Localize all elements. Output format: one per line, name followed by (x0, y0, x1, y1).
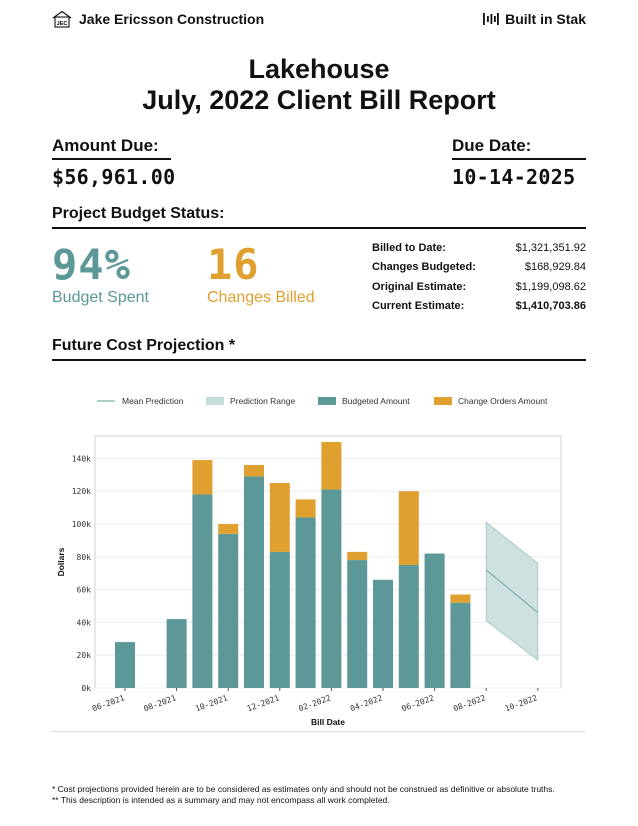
y-tick-label: 40k (77, 618, 92, 627)
summary-label: Billed to Date: (372, 241, 446, 254)
x-tick-label: 10-2022 (504, 693, 539, 713)
change-orders-bar (450, 594, 471, 603)
change-orders-bar (321, 442, 342, 490)
summary-value: $168,929.84 (524, 261, 586, 274)
summary-label: Current Estimate: (372, 300, 465, 313)
legend-budgeted-label: Budgeted Amount (342, 396, 410, 406)
legend-mean-label: Mean Prediction (122, 396, 184, 406)
built-in-label: Built in Stak (505, 11, 586, 27)
y-tick-label: 0k (81, 684, 91, 693)
x-tick-label: 04-2022 (349, 693, 384, 713)
x-tick-label: 08-2021 (143, 693, 178, 713)
x-tick-label: 08-2022 (452, 693, 487, 713)
company-name: Jake Ericsson Construction (79, 11, 265, 27)
amount-due-value: $56,961.00 (52, 165, 176, 189)
budget-summary-table: Billed to Date: $1,321,351.92 Changes Bu… (372, 238, 586, 316)
summary-value: $1,321,351.92 (515, 241, 586, 254)
legend-change-label: Change Orders Amount (458, 396, 548, 406)
summary-row: Current Estimate: $1,410,703.86 (372, 297, 586, 317)
stak-bars-icon (483, 13, 499, 25)
x-tick-label: 10-2021 (194, 693, 229, 713)
built-in-stak: Built in Stak (483, 11, 586, 27)
budgeted-bar (295, 517, 316, 688)
summary-row: Changes Budgeted: $168,929.84 (372, 258, 586, 278)
changes-billed-caption: Changes Billed (207, 289, 315, 306)
due-date-block: Due Date: 10-14-2025 (452, 136, 586, 189)
cost-projection-chart: 0k 20k 40k 60k 80k 100k 120k 140k 06-2021 08-2021… (52, 369, 586, 732)
changes-billed-value: 16 (207, 240, 260, 289)
report-period-title: July, 2022 Client Bill Report (142, 85, 496, 115)
budget-spent-stat: 94% Budget Spent (52, 243, 149, 307)
legend-range-swatch (206, 397, 224, 405)
budgeted-bar (192, 494, 213, 688)
report-title: Lakehouse July, 2022 Client Bill Report (0, 54, 638, 116)
mean-prediction-line (485, 569, 539, 614)
x-tick-label: 06-2022 (401, 693, 436, 713)
y-axis-label: Dollars (56, 547, 66, 576)
budgeted-bar (218, 533, 239, 688)
change-orders-bar (269, 483, 290, 552)
svg-text:JEC: JEC (57, 21, 68, 27)
summary-row: Original Estimate: $1,199,098.62 (372, 277, 586, 297)
summary-value: $1,199,098.62 (515, 280, 586, 293)
footnote-summary: ** This description is intended as a sum… (52, 795, 390, 805)
house-logo-icon: JEC (52, 10, 72, 28)
projection-heading: Future Cost Projection * (52, 337, 586, 361)
change-orders-bar (218, 524, 239, 534)
footnote-projection: * Cost projections provided herein are t… (52, 784, 555, 794)
y-tick-label: 80k (77, 553, 92, 562)
company-brand: JEC Jake Ericsson Construction (52, 10, 264, 28)
budget-status-heading: Project Budget Status: (52, 205, 586, 229)
summary-label: Changes Budgeted: (372, 261, 476, 274)
change-orders-bar (295, 499, 316, 518)
budget-spent-caption: Budget Spent (52, 289, 149, 306)
change-orders-bar (347, 551, 368, 561)
change-orders-bar (244, 464, 264, 477)
project-name: Lakehouse (248, 54, 390, 84)
budgeted-bar (347, 560, 368, 688)
x-tick-label: 02-2022 (297, 693, 332, 713)
x-tick-label: 12-2021 (246, 693, 281, 713)
budgeted-bar (269, 551, 290, 688)
budgeted-bar (450, 602, 471, 688)
chart-svg: 0k 20k 40k 60k 80k 100k 120k 140k 06-2021 08-2021… (56, 396, 562, 727)
summary-value: $1,410,703.86 (515, 300, 586, 313)
x-tick-label: 06-2021 (91, 693, 126, 713)
due-date-value: 10-14-2025 (452, 165, 576, 189)
budgeted-bar (398, 565, 419, 688)
x-axis-label: Bill Date (311, 717, 345, 727)
summary-row: Billed to Date: $1,321,351.92 (372, 238, 586, 258)
amount-due-label: Amount Due: (52, 136, 171, 160)
legend-change-swatch (434, 397, 452, 405)
y-tick-label: 100k (72, 520, 91, 529)
footnotes: * Cost projections provided herein are t… (52, 784, 555, 806)
y-tick-label: 120k (72, 487, 91, 496)
budgeted-bar (166, 619, 187, 688)
summary-label: Original Estimate: (372, 280, 467, 293)
budgeted-bar (244, 476, 264, 688)
y-tick-label: 20k (77, 651, 92, 660)
budgeted-bar (115, 642, 135, 688)
changes-billed-stat: 16 Changes Billed (207, 243, 315, 307)
y-tick-label: 140k (72, 454, 91, 463)
change-orders-bar (192, 460, 213, 495)
page-header: JEC Jake Ericsson Construction Built in … (52, 8, 586, 30)
budgeted-bar (373, 579, 393, 688)
amount-due-block: Amount Due: $56,961.00 (52, 136, 176, 189)
due-date-label: Due Date: (452, 136, 586, 160)
legend-budgeted-swatch (318, 397, 336, 405)
change-orders-bar (398, 491, 419, 565)
y-tick-label: 60k (77, 586, 92, 595)
budgeted-bar (321, 489, 342, 688)
legend-range-label: Prediction Range (230, 396, 295, 406)
budget-spent-value: 94% (52, 240, 131, 289)
budgeted-bar (424, 553, 445, 688)
